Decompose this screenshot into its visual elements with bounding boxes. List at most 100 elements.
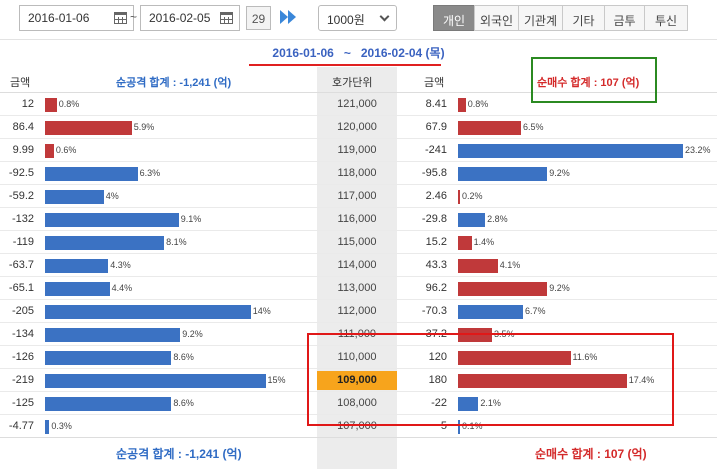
right-percent: 1.4% xyxy=(473,237,495,247)
table-row: -92.5 6.3% 118,000 -95.8 9.2% xyxy=(0,162,717,185)
red-underline-annotation xyxy=(249,64,441,66)
days-count: 29 xyxy=(246,6,271,30)
price-column-background xyxy=(317,67,397,469)
price-level: 115,000 xyxy=(337,236,377,248)
end-date-input[interactable]: 2016-02-05 xyxy=(140,5,240,31)
right-percent: 6.5% xyxy=(523,122,544,132)
left-amount: -119 xyxy=(12,236,34,248)
right-bar xyxy=(458,328,492,342)
left-percent: 5.9% xyxy=(133,122,155,132)
left-percent: 9.2% xyxy=(182,329,203,339)
table-row: -219 15% 109,000 180 17.4% xyxy=(0,369,717,392)
left-percent: 4.4% xyxy=(111,283,133,293)
table-row: -125 8.6% 108,000 -22 2.1% xyxy=(0,392,717,415)
right-bar xyxy=(458,190,460,204)
right-bar xyxy=(458,305,523,319)
calendar-icon[interactable] xyxy=(114,12,127,24)
left-percent: 8.1% xyxy=(166,237,187,247)
left-amount: 12 xyxy=(21,98,34,110)
right-amount: -95.8 xyxy=(421,167,447,179)
left-percent: 8.6% xyxy=(173,352,194,362)
right-total-header: 순매수 합계 : 107 (억) xyxy=(537,77,640,89)
right-amount: 180 xyxy=(428,374,447,386)
right-amount-header: 금액 xyxy=(424,77,445,89)
start-date-input[interactable]: 2016-01-06 xyxy=(19,5,134,31)
right-bar xyxy=(458,236,472,250)
right-bar xyxy=(458,420,460,434)
table-row: 12 0.8% 121,000 8.41 0.8% xyxy=(0,93,717,116)
right-total-footer: 순매수 합계 : 107 (억) xyxy=(535,447,647,461)
tab-investment-trust[interactable]: 투신 xyxy=(644,5,688,31)
fast-forward-icon[interactable] xyxy=(280,10,298,26)
left-percent: 6.3% xyxy=(139,168,161,178)
left-percent: 14% xyxy=(252,306,271,316)
price-level: 121,000 xyxy=(337,98,377,110)
left-percent: 8.6% xyxy=(173,398,194,408)
right-amount: 96.2 xyxy=(425,282,447,294)
left-bar xyxy=(45,305,251,319)
right-percent: 23.2% xyxy=(685,145,711,155)
unit-select-value: 1000원 xyxy=(327,13,365,27)
left-bar xyxy=(45,328,181,342)
left-total-footer: 순공격 합계 : -1,241 (억) xyxy=(116,447,242,461)
range-end: 2016-02-04 (목) xyxy=(360,46,445,60)
left-amount: -59.2 xyxy=(8,190,34,202)
right-amount: -22 xyxy=(431,397,447,409)
left-amount: -134 xyxy=(11,328,34,340)
left-percent: 0.6% xyxy=(55,145,77,155)
right-percent: 0.8% xyxy=(467,99,489,109)
right-bar xyxy=(458,397,479,411)
left-bar xyxy=(45,144,54,158)
left-amount: -125 xyxy=(11,397,34,409)
range-start: 2016-01-06 xyxy=(272,46,334,60)
left-bar xyxy=(45,351,172,365)
right-percent: 6.7% xyxy=(524,306,546,316)
left-amount: -205 xyxy=(11,305,34,317)
left-amount: -126 xyxy=(11,351,34,363)
tab-foreign[interactable]: 외국인 xyxy=(474,5,519,31)
price-level: 112,000 xyxy=(337,305,377,317)
tab-financial-investment[interactable]: 금투 xyxy=(604,5,645,31)
tab-individual[interactable]: 개인 xyxy=(433,5,475,31)
green-box-annotation xyxy=(531,57,657,103)
tab-other[interactable]: 기타 xyxy=(562,5,605,31)
right-bar xyxy=(458,213,486,227)
right-percent: 4.1% xyxy=(499,260,521,270)
left-amount: -219 xyxy=(11,374,34,386)
left-amount: 9.99 xyxy=(12,144,34,156)
right-amount: 67.9 xyxy=(425,121,447,133)
toolbar: 2016-01-06 ~ 2016-02-05 29 1000원 개인 외국인 … xyxy=(0,0,717,40)
table-row: -119 8.1% 115,000 15.2 1.4% xyxy=(0,231,717,254)
left-bar xyxy=(45,236,165,250)
price-level: 119,000 xyxy=(337,144,377,156)
tab-institution[interactable]: 기관계 xyxy=(518,5,563,31)
left-amount: 86.4 xyxy=(12,121,34,133)
price-level: 110,000 xyxy=(337,351,377,363)
right-bar xyxy=(458,351,571,365)
right-amount: 43.3 xyxy=(425,259,447,271)
table-header: 금액 순공격 합계 : -1,241 (억) 호가단위 금액 순매수 합계 : … xyxy=(0,67,717,93)
left-bar xyxy=(45,121,132,135)
date-separator: ~ xyxy=(130,10,138,24)
chevron-down-icon xyxy=(379,11,390,22)
table-row: -205 14% 112,000 -70.3 6.7% xyxy=(0,300,717,323)
table-row: 9.99 0.6% 119,000 -241 23.2% xyxy=(0,139,717,162)
table-row: -63.7 4.3% 114,000 43.3 4.1% xyxy=(0,254,717,277)
left-bar xyxy=(45,259,109,273)
left-amount-header: 금액 xyxy=(10,77,31,89)
right-percent: 17.4% xyxy=(628,375,655,385)
right-percent: 0.2% xyxy=(462,191,483,201)
right-bar xyxy=(458,98,466,112)
right-percent: 9.2% xyxy=(549,168,570,178)
calendar-icon[interactable] xyxy=(220,12,233,24)
right-bar xyxy=(458,259,498,273)
left-amount: -92.5 xyxy=(8,167,34,179)
price-level: 120,000 xyxy=(337,121,377,133)
unit-select[interactable]: 1000원 xyxy=(318,5,397,31)
left-bar xyxy=(45,190,104,204)
right-amount: -241 xyxy=(424,144,447,156)
left-amount: -4.77 xyxy=(8,420,34,432)
right-amount: 5 xyxy=(440,420,447,432)
right-percent: 11.6% xyxy=(572,352,598,362)
right-percent: 2.1% xyxy=(480,398,501,408)
